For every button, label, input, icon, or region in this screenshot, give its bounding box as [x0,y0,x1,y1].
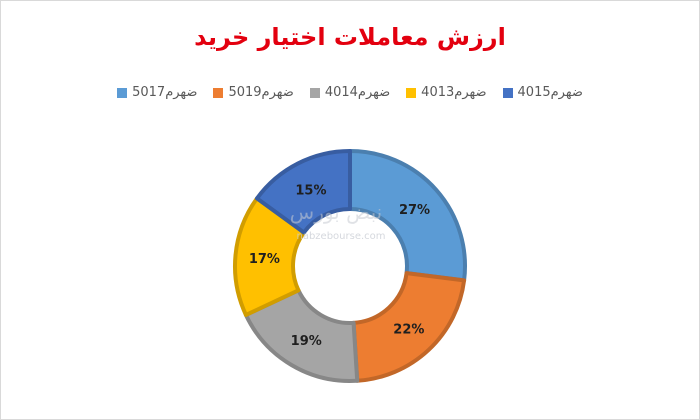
data-label: 17% [249,252,280,267]
legend-item-5017: ضهرم5017 [117,85,197,100]
chart-legend: ضهرم5017 ضهرم5019 ضهرم4014 ضهرم4013 ضهرم… [1,85,699,100]
legend-label: ضهرم4014 [324,85,391,100]
legend-swatch [309,87,320,98]
legend-label: ضهرم4013 [421,85,487,100]
donut-slice [348,149,467,283]
legend-label: ضهرم5019 [228,85,294,100]
watermark-url: nabzebourse.com [296,231,385,242]
legend-label: ضهرم5017 [132,85,198,100]
legend-swatch [213,87,224,98]
data-label: 22% [393,323,424,338]
data-label: 15% [295,183,326,198]
watermark-brand: نبض بورس [290,200,382,224]
donut-slice [243,288,360,383]
legend-swatch [502,87,513,98]
legend-item-4015: ضهرم4015 [502,85,583,100]
legend-swatch [117,87,128,98]
legend-item-4014: ضهرم4014 [309,85,391,100]
legend-item-4013: ضهرم4013 [406,85,487,100]
chart-title: ارزش معاملات اختیار خرید [194,23,506,51]
legend-item-5019: ضهرم5019 [213,85,294,100]
data-label: 27% [399,203,430,218]
donut-slice [254,149,352,235]
donut-slice [351,271,467,383]
legend-label: ضهرم4015 [517,85,583,100]
data-label: 19% [291,334,322,349]
legend-swatch [406,87,417,98]
